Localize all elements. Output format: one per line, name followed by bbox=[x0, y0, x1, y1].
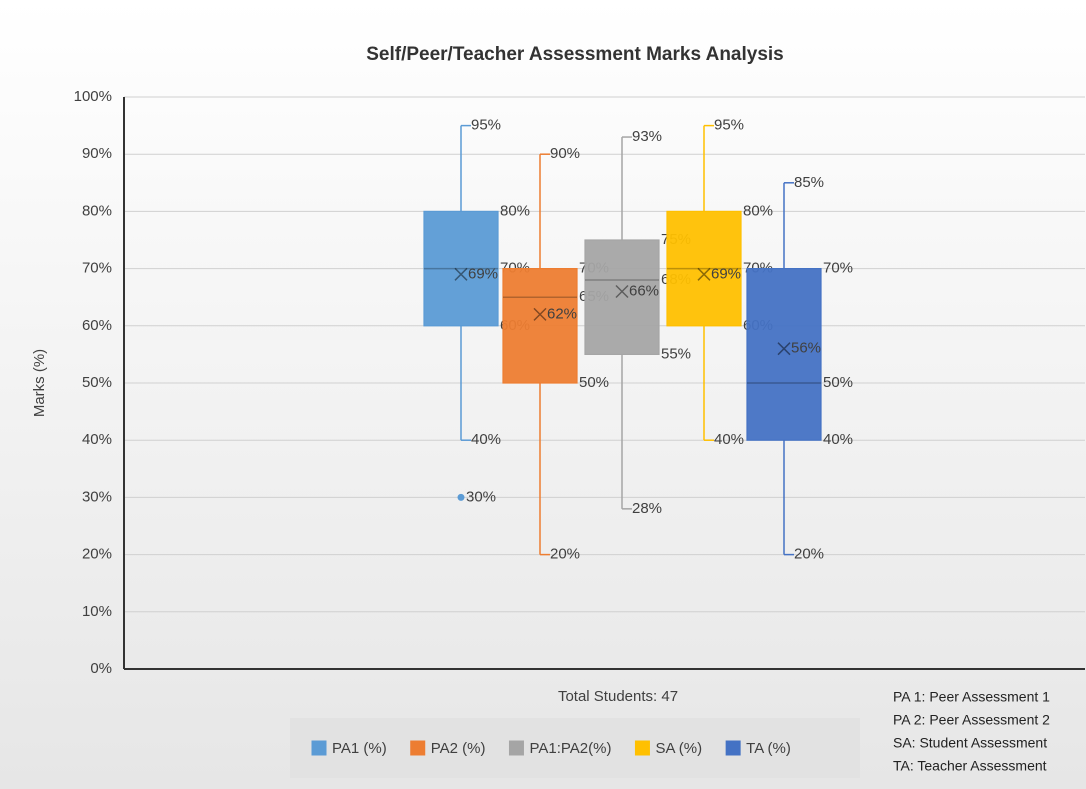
y-tick-label: 50% bbox=[82, 374, 112, 391]
note: PA 1: Peer Assessment 1 bbox=[893, 689, 1050, 705]
note: SA: Student Assessment bbox=[893, 735, 1047, 751]
legend-swatch bbox=[634, 740, 650, 756]
legend-box bbox=[290, 718, 860, 778]
y-tick-label: 80% bbox=[82, 202, 112, 219]
y-tick-label: 100% bbox=[74, 88, 112, 105]
mean-marker bbox=[533, 307, 547, 321]
legend-label: TA (%) bbox=[746, 740, 791, 757]
note: TA: Teacher Assessment bbox=[893, 758, 1047, 774]
legend-label: PA2 (%) bbox=[431, 740, 486, 757]
data-label: 95% bbox=[471, 117, 501, 134]
mean-marker bbox=[777, 342, 791, 356]
legend-swatch bbox=[311, 740, 327, 756]
y-tick-label: 70% bbox=[82, 260, 112, 277]
legend-swatch bbox=[508, 740, 524, 756]
box bbox=[502, 268, 578, 384]
y-axis-label: Marks (%) bbox=[31, 349, 48, 417]
y-tick-label: 90% bbox=[82, 145, 112, 162]
box bbox=[746, 268, 822, 441]
data-label: 85% bbox=[794, 174, 824, 191]
legend-swatch bbox=[725, 740, 741, 756]
y-tick-label: 60% bbox=[82, 317, 112, 334]
y-tick-label: 0% bbox=[90, 660, 112, 677]
data-label: 69% bbox=[468, 265, 498, 282]
legend-swatch bbox=[410, 740, 426, 756]
data-label: 20% bbox=[794, 546, 824, 563]
data-label: 40% bbox=[471, 431, 501, 448]
chart-title: Self/Peer/Teacher Assessment Marks Analy… bbox=[366, 44, 784, 65]
data-label: 69% bbox=[711, 265, 741, 282]
legend-label: SA (%) bbox=[655, 740, 702, 757]
data-label: 56% bbox=[791, 340, 821, 357]
data-label: 95% bbox=[714, 117, 744, 134]
data-label: 70% bbox=[823, 260, 853, 277]
y-tick-label: 40% bbox=[82, 431, 112, 448]
data-label: 90% bbox=[550, 145, 580, 162]
box bbox=[423, 210, 499, 327]
x-axis-label: Total Students: 47 bbox=[558, 688, 678, 705]
y-tick-label: 20% bbox=[82, 546, 112, 563]
data-label: 62% bbox=[547, 305, 577, 322]
data-label: 20% bbox=[550, 546, 580, 563]
data-label: 28% bbox=[632, 500, 662, 517]
data-label: 80% bbox=[743, 202, 773, 219]
mean-marker bbox=[615, 284, 629, 299]
note: PA 2: Peer Assessment 2 bbox=[893, 712, 1050, 728]
mean-marker bbox=[697, 267, 711, 281]
outlier bbox=[457, 493, 465, 501]
data-label: 50% bbox=[823, 374, 853, 391]
mean-marker bbox=[454, 267, 468, 281]
data-label: 40% bbox=[823, 431, 853, 448]
legend-label: PA1 (%) bbox=[332, 740, 387, 757]
data-label: 93% bbox=[632, 128, 662, 145]
data-label: 40% bbox=[714, 431, 744, 448]
legend-label: PA1:PA2(%) bbox=[529, 740, 611, 757]
data-label: 55% bbox=[661, 345, 691, 362]
box bbox=[584, 239, 660, 356]
y-tick-label: 30% bbox=[82, 488, 112, 505]
data-label: 50% bbox=[579, 374, 609, 391]
data-label: 80% bbox=[500, 202, 530, 219]
data-label: 66% bbox=[629, 282, 659, 299]
y-tick-label: 10% bbox=[82, 603, 112, 620]
box bbox=[666, 210, 742, 327]
data-label: 30% bbox=[466, 488, 496, 505]
